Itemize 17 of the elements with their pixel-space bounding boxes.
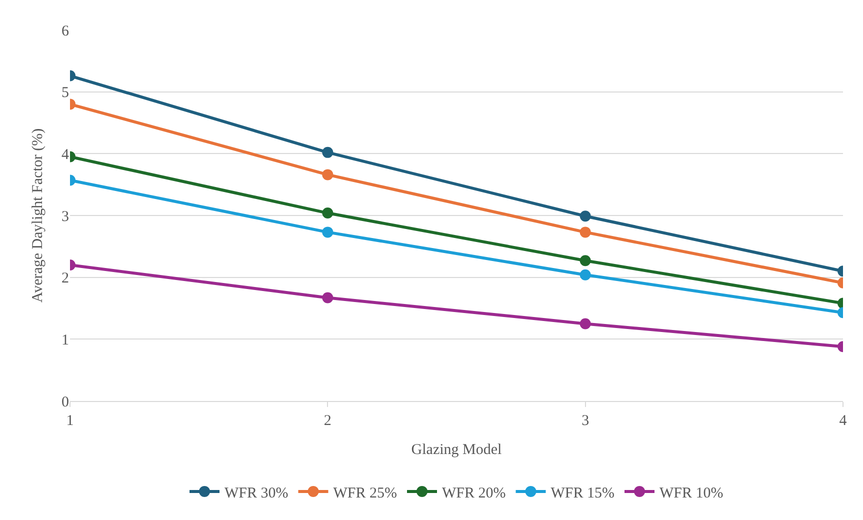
y-tick-label: 4 <box>62 146 70 163</box>
legend-label: WFR 30% <box>224 485 288 502</box>
y-axis-title: Average Daylight Factor (%) <box>30 128 46 303</box>
x-tick-label: 2 <box>324 413 332 429</box>
y-tick-label: 2 <box>62 270 69 287</box>
x-axis-title: Glazing Model <box>411 442 502 458</box>
legend-label: WFR 10% <box>660 485 724 502</box>
y-tick-label: 5 <box>62 85 69 102</box>
y-tick-label: 0 <box>62 394 69 410</box>
x-tick-label: 3 <box>582 413 590 429</box>
legend-label: WFR 15% <box>550 485 614 502</box>
y-tick-label: 6 <box>62 23 70 40</box>
legend-label: WFR 20% <box>442 485 506 502</box>
x-tick-label: 4 <box>839 413 848 429</box>
legend-label: WFR 25% <box>333 485 397 502</box>
y-tick-label: 3 <box>62 208 69 225</box>
y-tick-label: 1 <box>62 332 69 348</box>
